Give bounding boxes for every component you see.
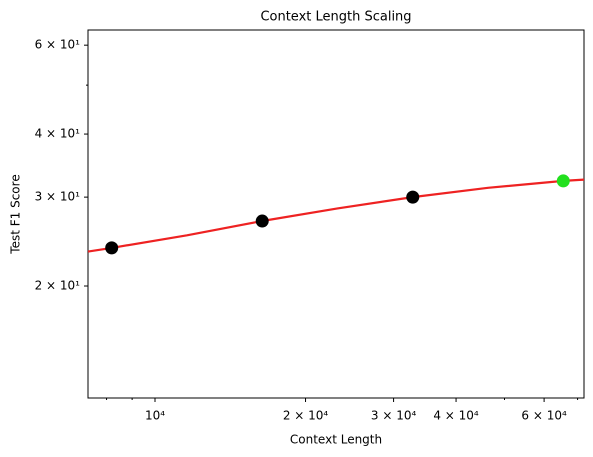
x-axis-label: Context Length bbox=[290, 433, 382, 447]
data-point bbox=[105, 241, 119, 255]
x-tick-label: 10⁴ bbox=[145, 409, 165, 423]
plot-frame bbox=[87, 29, 585, 399]
x-tick-label: 3 × 10⁴ bbox=[371, 409, 417, 423]
y-tick-label: 3 × 10¹ bbox=[35, 190, 81, 204]
chart-title: Context Length Scaling bbox=[260, 10, 411, 25]
x-tick-label: 6 × 10⁴ bbox=[521, 409, 567, 423]
y-tick-label: 4 × 10¹ bbox=[35, 127, 81, 141]
x-tick-label: 2 × 10⁴ bbox=[283, 409, 329, 423]
data-point bbox=[406, 190, 420, 204]
y-tick-label: 6 × 10¹ bbox=[35, 38, 81, 52]
data-point bbox=[255, 214, 269, 228]
data-point bbox=[556, 174, 570, 188]
y-tick-label: 2 × 10¹ bbox=[35, 279, 81, 293]
x-tick-label: 4 × 10⁴ bbox=[433, 409, 479, 423]
fit-line bbox=[87, 178, 585, 253]
y-axis-label: Test F1 Score bbox=[9, 174, 23, 254]
